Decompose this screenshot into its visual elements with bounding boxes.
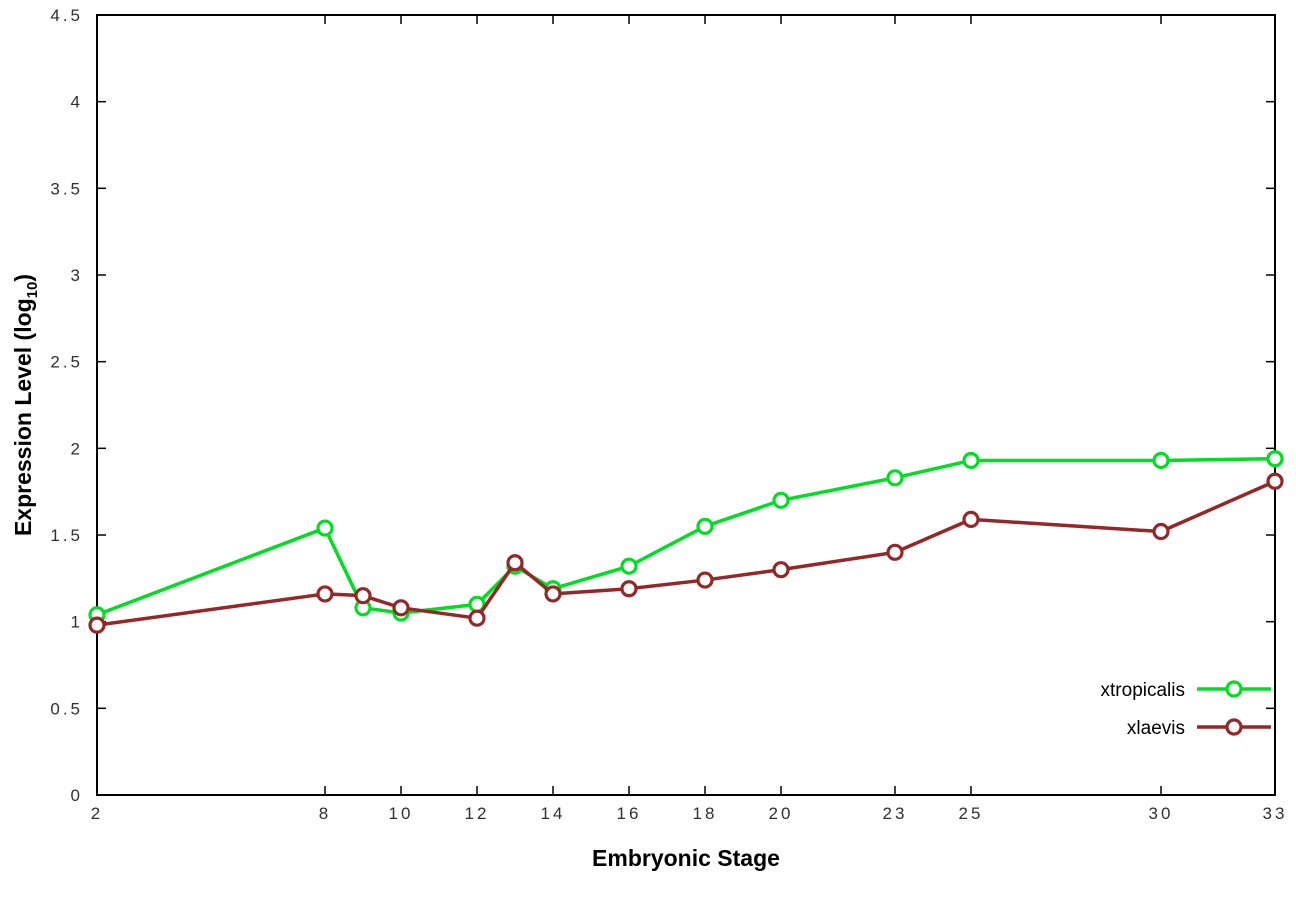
y-tick-label: 3 bbox=[71, 266, 83, 285]
data-point-marker bbox=[886, 543, 904, 561]
data-point-marker bbox=[962, 451, 980, 470]
legend: xtropicalis xlaevis bbox=[1101, 680, 1271, 739]
legend-label: xtropicalis bbox=[1101, 680, 1185, 701]
legend-sample-marker bbox=[1225, 680, 1243, 698]
x-tick-label: 23 bbox=[883, 804, 908, 823]
y-tick-label: 0 bbox=[71, 786, 83, 805]
x-tick-label: 30 bbox=[1149, 804, 1174, 823]
chart-content: 2 8 10 12 14 16 18 20 23 25 30 33 0 0.5 1 1.5 2 2.5 3 3.5 4 4… bbox=[50, 6, 1288, 823]
data-point-marker bbox=[772, 561, 790, 579]
data-point-marker bbox=[468, 609, 486, 627]
plot-border bbox=[96, 14, 1276, 796]
y-tick-label: 2.5 bbox=[50, 353, 83, 372]
y-tick-label: 3.5 bbox=[50, 179, 83, 198]
legend-sample-marker bbox=[1225, 718, 1243, 736]
x-tick-label: 33 bbox=[1263, 804, 1288, 823]
y-tick-label: 4.5 bbox=[50, 6, 83, 25]
y-tick-label: 1.5 bbox=[50, 526, 83, 545]
x-tick-label: 12 bbox=[465, 804, 490, 823]
data-point-marker bbox=[392, 599, 410, 617]
x-axis-title: Embryonic Stage bbox=[592, 845, 780, 871]
x-tick-label: 18 bbox=[693, 804, 718, 823]
data-point-marker bbox=[88, 616, 106, 634]
data-point-marker bbox=[620, 580, 638, 598]
data-point-marker bbox=[316, 519, 334, 537]
x-tick-label: 10 bbox=[389, 804, 414, 823]
data-point-marker bbox=[620, 557, 638, 575]
x-tick-label: 8 bbox=[319, 804, 331, 823]
x-tick-label: 14 bbox=[541, 804, 566, 823]
series-xlaevis bbox=[88, 472, 1284, 634]
y-tick-label: 2 bbox=[71, 439, 83, 458]
series-xtropicalis bbox=[88, 450, 1284, 624]
legend-label: xlaevis bbox=[1127, 718, 1185, 739]
x-axis: 2 8 10 12 14 16 18 20 23 25 30 33 bbox=[91, 15, 1288, 823]
y-axis-title: Expression Level (log10) bbox=[10, 274, 41, 536]
data-point-marker bbox=[962, 510, 980, 529]
x-tick-label: 20 bbox=[769, 804, 794, 823]
data-point-marker bbox=[506, 554, 524, 572]
data-point-marker bbox=[1152, 451, 1170, 470]
series-line bbox=[95, 479, 1277, 627]
data-point-marker bbox=[316, 585, 334, 603]
data-point-marker bbox=[886, 469, 904, 487]
x-tick-label: 2 bbox=[91, 804, 103, 823]
y-tick-label: 1 bbox=[71, 613, 83, 632]
y-axis: 0 0.5 1 1.5 2 2.5 3 3.5 4 4.5 bbox=[50, 6, 1275, 805]
data-point-marker bbox=[696, 571, 714, 589]
series-line bbox=[95, 456, 1277, 617]
x-tick-label: 25 bbox=[959, 804, 984, 823]
x-tick-label: 16 bbox=[617, 804, 642, 823]
data-point-marker bbox=[772, 491, 790, 509]
data-point-marker bbox=[544, 585, 562, 603]
data-point-marker bbox=[1266, 472, 1284, 490]
y-tick-label: 4 bbox=[71, 93, 83, 112]
y-tick-label: 0.5 bbox=[50, 699, 83, 718]
data-point-marker bbox=[1152, 522, 1170, 541]
data-point-marker bbox=[354, 587, 372, 605]
data-point-marker bbox=[696, 517, 714, 535]
data-point-marker bbox=[1266, 450, 1284, 468]
